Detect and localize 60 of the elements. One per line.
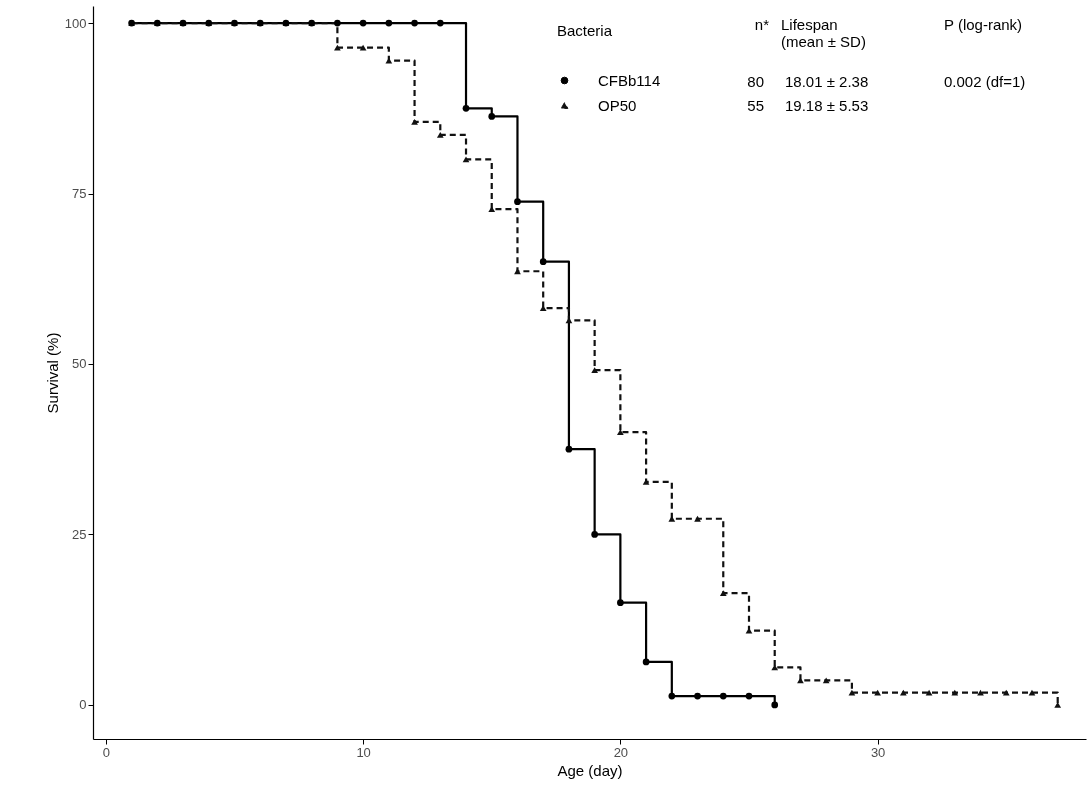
point xyxy=(642,658,650,666)
legend-label: OP50 xyxy=(598,96,637,114)
point xyxy=(411,119,418,125)
legend-title: Bacteria xyxy=(557,22,613,39)
x-tick-label: 20 xyxy=(613,744,629,760)
point xyxy=(514,198,521,206)
point xyxy=(694,692,701,700)
point xyxy=(719,692,727,700)
point xyxy=(462,156,470,163)
point xyxy=(745,692,753,700)
point xyxy=(668,692,676,700)
point xyxy=(951,689,959,696)
point xyxy=(334,19,341,27)
annotation: 80 xyxy=(747,73,764,90)
annotation: Lifespan (mean ± SD) xyxy=(781,16,866,50)
legend-label: CFBb114 xyxy=(598,71,661,89)
point xyxy=(977,689,984,696)
annotation: P (log-rank) xyxy=(944,16,1023,33)
point xyxy=(539,305,547,311)
point xyxy=(771,701,779,709)
point xyxy=(1028,689,1036,696)
annotation: 18.01 ± 2.38 xyxy=(785,73,869,90)
x-axis-title: Age (day) xyxy=(557,761,623,779)
point xyxy=(462,104,470,112)
annotation: n* xyxy=(754,16,770,33)
y-tick-label: 75 xyxy=(72,186,87,202)
point xyxy=(694,515,701,522)
point xyxy=(1002,689,1010,696)
point xyxy=(848,689,856,696)
point xyxy=(539,258,547,266)
point xyxy=(642,479,650,485)
y-tick-label: 25 xyxy=(72,526,87,542)
point xyxy=(436,131,444,138)
point xyxy=(436,19,444,27)
point xyxy=(591,367,598,374)
x-tick-label: 30 xyxy=(870,744,886,760)
point xyxy=(359,19,367,27)
point xyxy=(617,429,624,436)
point xyxy=(617,599,624,606)
y-tick-label: 0 xyxy=(79,697,87,713)
point xyxy=(925,689,933,696)
point xyxy=(1054,702,1062,708)
point xyxy=(591,531,598,538)
x-tick-label: 0 xyxy=(102,744,110,760)
point xyxy=(900,689,907,696)
point xyxy=(488,206,496,213)
annotation: 55 xyxy=(747,97,764,114)
point xyxy=(719,590,727,596)
point xyxy=(565,445,573,453)
x-tick-label: 10 xyxy=(356,744,371,760)
point xyxy=(514,268,521,275)
point xyxy=(411,19,418,27)
y-axis-title: Survival (%) xyxy=(43,332,61,414)
point xyxy=(874,689,881,696)
y-tick-label: 100 xyxy=(64,15,87,31)
point xyxy=(385,19,393,27)
point xyxy=(488,113,496,120)
y-tick-label: 50 xyxy=(72,356,87,372)
annotation: 19.18 ± 5.53 xyxy=(785,97,869,114)
annotation: 0.002 (df=1) xyxy=(944,73,1026,90)
